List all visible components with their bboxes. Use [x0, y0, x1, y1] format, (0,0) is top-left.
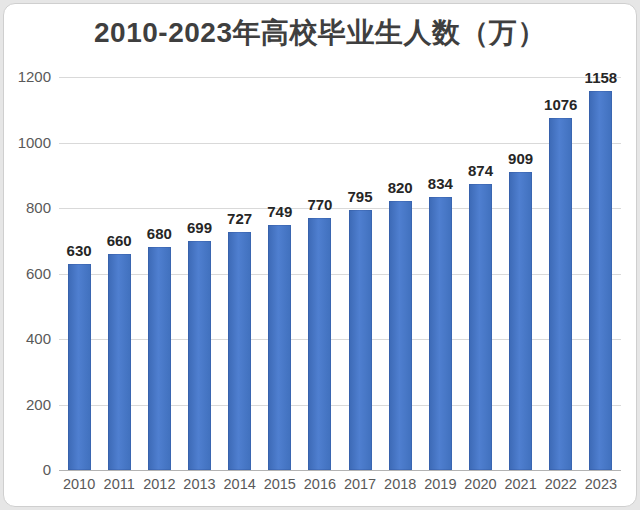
x-axis-tick-label: 2018 [380, 476, 420, 492]
chart-title: 2010-2023年高校毕业生人数（万） [4, 14, 636, 52]
bar-value-label: 909 [508, 150, 533, 167]
bar-value-label: 699 [187, 219, 212, 236]
bar-cell: 680 [139, 77, 179, 470]
bar-cell: 795 [340, 77, 380, 470]
bar-2017 [349, 210, 372, 470]
bar-value-label: 727 [227, 210, 252, 227]
y-axis-tick-label: 1000 [9, 134, 51, 151]
bar-2023 [589, 91, 612, 470]
bar-value-label: 1076 [544, 96, 577, 113]
bar-cell: 770 [300, 77, 340, 470]
x-axis-labels: 2010201120122013201420152016201720182019… [59, 476, 621, 492]
bar-cell: 660 [99, 77, 139, 470]
y-axis-tick-label: 1200 [9, 68, 51, 85]
bar-value-label: 680 [147, 225, 172, 242]
bar-cell: 909 [501, 77, 541, 470]
bar-value-label: 874 [468, 162, 493, 179]
bar-value-label: 770 [307, 196, 332, 213]
x-axis-tick-label: 2011 [99, 476, 139, 492]
bar-2010 [68, 264, 91, 470]
x-axis-tick-label: 2015 [260, 476, 300, 492]
bar-cell: 727 [220, 77, 260, 470]
bar-value-label: 820 [388, 179, 413, 196]
bar-value-label: 630 [67, 242, 92, 259]
bar-value-label: 1158 [585, 69, 618, 86]
x-axis-line [59, 470, 621, 471]
bar-2021 [509, 172, 532, 470]
x-axis-tick-label: 2012 [139, 476, 179, 492]
bar-2019 [429, 197, 452, 470]
x-axis-tick-label: 2022 [541, 476, 581, 492]
bar-value-label: 749 [267, 203, 292, 220]
bars-layer: 630 660 680 699 727 749 770 795 820 834 874 909 1076… [59, 77, 621, 470]
y-axis-tick-label: 600 [9, 265, 51, 282]
y-axis-tick-label: 400 [9, 330, 51, 347]
bar-2011 [108, 254, 131, 470]
bar-cell: 1076 [541, 77, 581, 470]
bar-2013 [188, 241, 211, 470]
bar-cell: 834 [420, 77, 460, 470]
x-axis-tick-label: 2020 [460, 476, 500, 492]
y-axis-tick-label: 200 [9, 396, 51, 413]
bar-value-label: 795 [348, 188, 373, 205]
plot-area: 120010008006004002000 630660680699727749… [59, 77, 621, 470]
y-axis-tick-label: 800 [9, 199, 51, 216]
bar-value-label: 660 [107, 232, 132, 249]
bar-2012 [148, 247, 171, 470]
bar-2018 [389, 201, 412, 470]
bar-cell: 820 [380, 77, 420, 470]
bar-2020 [469, 184, 492, 470]
bar-cell: 630 [59, 77, 99, 470]
chart-card: 2010-2023年高校毕业生人数（万） 1200 1000 800 600 400 20… [3, 3, 637, 507]
x-axis-tick-label: 2023 [581, 476, 621, 492]
bar-cell: 749 [260, 77, 300, 470]
bar-cell: 874 [460, 77, 500, 470]
x-axis-tick-label: 2017 [340, 476, 380, 492]
bar-cell: 1158 [581, 77, 621, 470]
x-axis-tick-label: 2014 [220, 476, 260, 492]
x-axis-tick-label: 2021 [501, 476, 541, 492]
bar-2016 [308, 218, 331, 470]
bar-2015 [268, 225, 291, 470]
y-axis-tick-label: 0 [9, 461, 51, 478]
x-axis-tick-label: 2013 [179, 476, 219, 492]
x-axis-tick-label: 2019 [420, 476, 460, 492]
bar-cell: 699 [179, 77, 219, 470]
x-axis-tick-label: 2010 [59, 476, 99, 492]
bar-2014 [228, 232, 251, 470]
x-axis-tick-label: 2016 [300, 476, 340, 492]
bar-value-label: 834 [428, 175, 453, 192]
bar-2022 [549, 118, 572, 470]
